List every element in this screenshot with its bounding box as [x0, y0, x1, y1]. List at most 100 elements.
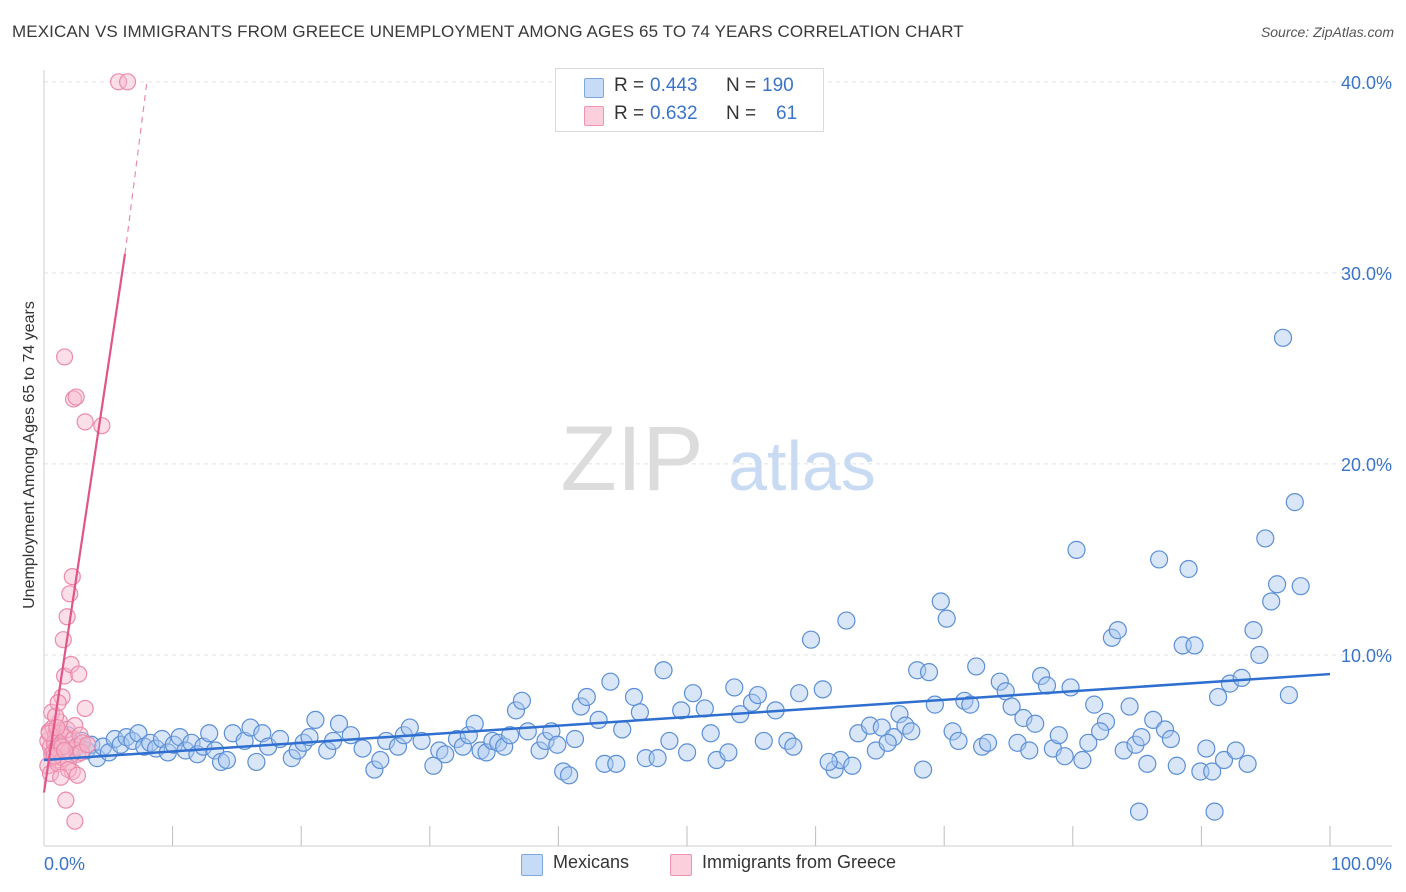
point-mexicans	[1055, 747, 1074, 766]
point-mexicans	[813, 680, 832, 699]
point-mexicans	[170, 728, 189, 747]
legend-n-value: 61	[776, 103, 798, 124]
y-tick-label: 30.0%	[1341, 264, 1392, 284]
point-mexicans	[571, 697, 591, 716]
point-mexicans	[477, 743, 496, 762]
point-mexicans	[978, 733, 998, 752]
point-mexicans	[353, 739, 372, 758]
point-mexicans	[1073, 750, 1092, 770]
point-mexicans	[624, 687, 644, 707]
point-mexicans	[931, 592, 950, 611]
point-mexicans	[1090, 722, 1110, 741]
point-mexicans	[878, 733, 897, 752]
point-mexicans	[253, 724, 272, 743]
point-mexicans	[577, 687, 596, 707]
point-mexicans	[1155, 720, 1175, 739]
point-mexicans	[1020, 741, 1039, 760]
trend-line-greece	[42, 253, 127, 793]
point-mexicans	[925, 695, 945, 714]
point-mexicans	[1002, 697, 1021, 716]
point-greece	[55, 348, 74, 366]
point-mexicans	[217, 750, 236, 770]
point-mexicans	[152, 729, 172, 749]
bottom-legend-swatch-greece	[670, 854, 692, 876]
point-mexicans	[860, 716, 880, 735]
point-mexicans	[412, 731, 431, 751]
point-greece	[66, 717, 84, 735]
point-mexicans	[1226, 741, 1245, 760]
x-tick-label: 0.0%	[44, 854, 85, 874]
point-mexicans	[206, 741, 225, 760]
point-mexicans	[908, 661, 927, 680]
trend-line-mexicans	[43, 672, 1331, 762]
y-tick-label: 10.0%	[1341, 646, 1392, 666]
point-mexicans	[1262, 592, 1281, 611]
point-mexicans	[329, 714, 349, 733]
point-mexicans	[1085, 695, 1104, 714]
legend-n-label: N =	[726, 75, 757, 96]
point-mexicans	[400, 718, 419, 737]
watermark: ZIP atlas	[560, 408, 876, 510]
legend-row-mexicans: R = 0.443 N = 190	[556, 73, 823, 101]
point-mexicans	[672, 701, 691, 720]
point-mexicans	[1250, 645, 1269, 665]
point-mexicans	[1197, 739, 1216, 758]
point-mexicans	[565, 729, 585, 749]
point-mexicans	[1203, 762, 1222, 781]
point-mexicans	[1079, 733, 1098, 752]
trend-lines	[42, 81, 1331, 793]
point-mexicans	[247, 752, 266, 772]
point-mexicans	[719, 743, 738, 762]
point-mexicans	[365, 760, 384, 779]
legend-r-label: R =	[614, 75, 645, 96]
point-greece	[55, 741, 74, 760]
point-mexicans	[601, 672, 620, 691]
point-mexicans	[495, 737, 514, 756]
point-mexicans	[990, 672, 1009, 691]
point-mexicans	[1208, 687, 1228, 707]
point-mexicans	[1014, 708, 1033, 728]
point-mexicans	[748, 685, 768, 705]
correlation-legend: R = 0.443 N = 190 R = 0.632 N = 61	[555, 68, 824, 132]
point-mexicans	[1061, 678, 1080, 697]
legend-n-label: N =	[726, 103, 757, 124]
point-mexicans	[1129, 802, 1149, 821]
point-mexicans	[388, 737, 408, 756]
x-tick-label: 100.0%	[1331, 854, 1392, 874]
point-mexicans	[1256, 529, 1275, 548]
point-mexicans	[306, 710, 325, 730]
point-mexicans	[1031, 666, 1051, 686]
point-mexicans	[436, 745, 455, 764]
point-mexicans	[613, 720, 632, 739]
point-mexicans	[1167, 756, 1186, 775]
point-mexicans	[1273, 328, 1293, 347]
point-mexicans	[1161, 729, 1181, 749]
point-mexicans	[843, 756, 862, 775]
point-mexicans	[1144, 710, 1163, 730]
point-mexicans	[754, 731, 773, 751]
point-mexicans	[1291, 577, 1310, 596]
point-mexicans	[725, 678, 744, 697]
point-mexicans	[536, 731, 555, 751]
point-mexicans	[1132, 728, 1151, 747]
point-greece	[76, 413, 94, 431]
point-mexicans	[512, 691, 532, 710]
point-mexicans	[919, 663, 939, 682]
point-mexicans	[1179, 559, 1198, 579]
point-mexicans	[902, 722, 921, 741]
point-mexicans	[961, 695, 980, 714]
point-mexicans	[607, 754, 626, 773]
point-mexicans	[506, 701, 526, 720]
point-mexicans	[1114, 741, 1133, 760]
legend-row-greece: R = 0.632 N = 61	[556, 101, 823, 129]
legend-n-value: 190	[762, 75, 794, 96]
point-mexicans	[1108, 621, 1127, 640]
point-mexicans	[943, 722, 962, 741]
point-greece	[67, 388, 85, 406]
y-tick-label: 40.0%	[1341, 73, 1392, 93]
y-tick-label: 20.0%	[1341, 455, 1392, 475]
point-greece	[93, 417, 111, 435]
legend-r-label: R =	[614, 103, 645, 124]
point-mexicans	[790, 684, 809, 703]
